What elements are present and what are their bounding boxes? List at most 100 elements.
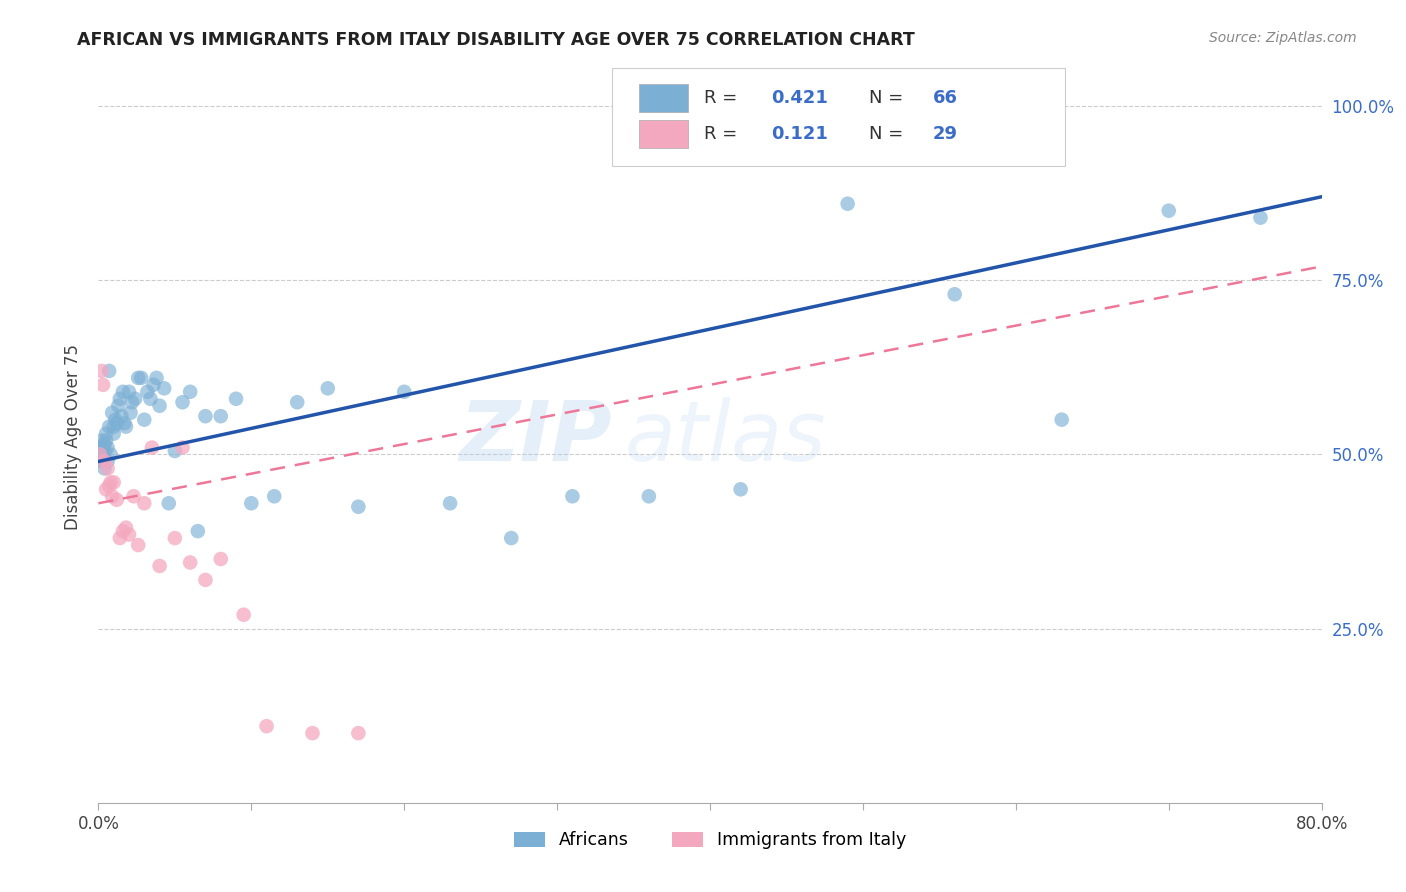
Point (347, 500, 370, 514)
Point (439, 496, 461, 510)
Text: 0.121: 0.121 (772, 125, 828, 144)
Text: AFRICAN VS IMMIGRANTS FROM ITALY DISABILITY AGE OVER 75 CORRELATION CHART: AFRICAN VS IMMIGRANTS FROM ITALY DISABIL… (77, 31, 915, 49)
Point (240, 496, 263, 510)
Point (142, 377, 165, 392)
Point (90, 364, 112, 378)
Point (163, 531, 186, 545)
Point (105, 416, 128, 430)
Point (93, 454, 115, 468)
Point (91, 454, 114, 468)
Point (111, 384, 134, 399)
Point (108, 392, 131, 406)
Text: atlas: atlas (624, 397, 827, 477)
Point (98, 364, 121, 378)
Point (285, 395, 308, 409)
Point (179, 556, 201, 570)
Point (89, 441, 111, 455)
Text: N =: N = (869, 125, 910, 144)
Point (103, 419, 125, 434)
Text: R =: R = (704, 125, 742, 144)
Point (94, 483, 117, 497)
Point (157, 496, 180, 510)
Point (115, 419, 138, 434)
Point (93, 437, 115, 451)
Point (101, 406, 124, 420)
Point (179, 384, 201, 399)
Point (103, 475, 125, 490)
Point (153, 381, 176, 395)
Text: 66: 66 (932, 88, 957, 107)
Point (637, 489, 661, 503)
Point (97, 461, 120, 475)
Point (89, 448, 111, 462)
Point (101, 489, 124, 503)
Point (943, 287, 966, 301)
Point (90, 434, 112, 448)
FancyBboxPatch shape (640, 120, 688, 148)
Point (108, 531, 131, 545)
Point (93, 461, 115, 475)
Text: 0.421: 0.421 (772, 88, 828, 107)
Point (149, 558, 172, 573)
Point (118, 527, 141, 541)
Point (256, 719, 278, 733)
Point (105, 492, 128, 507)
Point (141, 441, 163, 455)
Point (209, 409, 232, 424)
Point (209, 552, 232, 566)
Point (301, 726, 323, 740)
FancyBboxPatch shape (612, 68, 1064, 167)
Point (232, 607, 254, 622)
Point (263, 489, 285, 503)
Point (129, 371, 152, 385)
Point (91, 448, 114, 462)
Point (316, 381, 339, 395)
Text: 29: 29 (932, 125, 957, 144)
Point (136, 384, 159, 399)
Point (837, 196, 859, 211)
Point (104, 412, 127, 426)
Point (187, 524, 209, 538)
Point (172, 441, 194, 455)
Point (225, 392, 247, 406)
Point (98, 479, 121, 493)
Point (97, 454, 120, 468)
Legend: Africans, Immigrants from Italy: Africans, Immigrants from Italy (506, 824, 914, 856)
Point (97, 441, 120, 455)
Point (124, 392, 146, 406)
Point (1249, 211, 1271, 225)
Point (91, 377, 114, 392)
Text: ZIP: ZIP (460, 397, 612, 477)
Point (100, 475, 122, 490)
Point (89, 448, 111, 462)
Point (194, 409, 217, 424)
Text: R =: R = (704, 88, 742, 107)
Point (561, 489, 583, 503)
Point (194, 573, 217, 587)
Point (91, 441, 114, 455)
Point (121, 395, 143, 409)
Point (134, 412, 156, 426)
Point (145, 371, 167, 385)
Point (139, 392, 162, 406)
Point (392, 384, 416, 399)
Point (93, 444, 115, 458)
Point (730, 483, 752, 497)
Point (1050, 412, 1073, 426)
Point (110, 409, 132, 424)
Point (103, 426, 125, 441)
Point (1157, 203, 1180, 218)
Point (120, 406, 142, 420)
Text: Source: ZipAtlas.com: Source: ZipAtlas.com (1209, 31, 1357, 45)
Point (501, 531, 523, 545)
Point (90, 450, 112, 465)
Point (127, 538, 149, 552)
Point (172, 395, 194, 409)
Point (111, 524, 134, 538)
Point (134, 496, 156, 510)
Point (163, 444, 186, 458)
Point (118, 384, 141, 399)
Text: N =: N = (869, 88, 910, 107)
Point (127, 371, 149, 385)
Point (347, 726, 370, 740)
